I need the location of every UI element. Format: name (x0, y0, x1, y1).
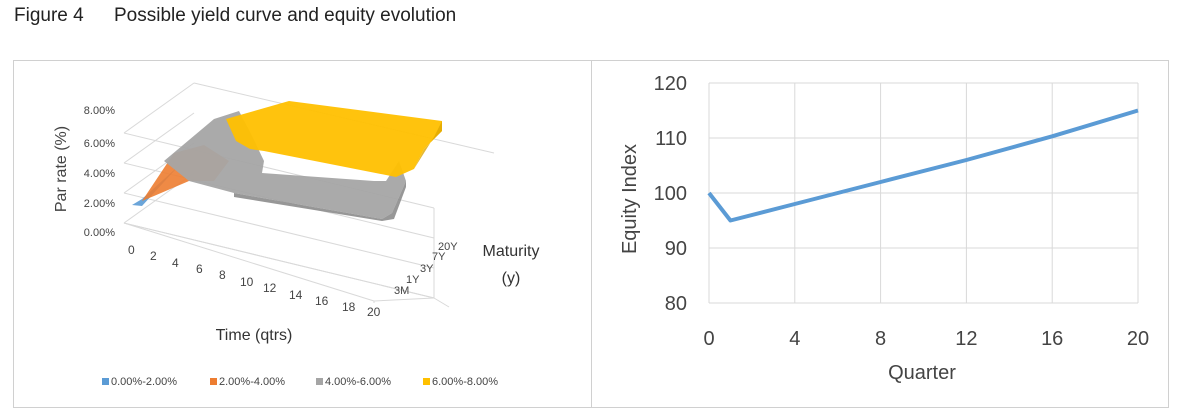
depth-axis-label-unit: (y) (502, 270, 521, 287)
y-tick-label: 80 (665, 293, 687, 315)
z-tick: 8.00% (84, 105, 115, 117)
x-tick: 20 (367, 305, 381, 319)
surface-chart-panel: 8.00% 6.00% 4.00% 2.00% 0.00% Par rate (… (13, 60, 592, 408)
figure-header: Figure 4 Possible yield curve and equity … (14, 5, 456, 27)
y-tick-label: 90 (665, 238, 687, 260)
surface-band-4-6 (164, 111, 406, 219)
y-tick-label: 110 (655, 128, 687, 150)
legend-label: 0.00%-2.00% (111, 376, 177, 388)
legend-label: 4.00%-6.00% (325, 376, 391, 388)
x-tick: 16 (315, 294, 329, 308)
x-tick: 2 (150, 249, 157, 263)
legend-label: 2.00%-4.00% (219, 376, 285, 388)
y-tick-label: 120 (654, 73, 687, 95)
x-axis-label: Time (qtrs) (216, 327, 293, 344)
legend-label: 6.00%-8.00% (432, 376, 498, 388)
equity-line-chart: 80 90 100 110 120 0 4 8 12 16 20 Equity Index Qua… (619, 73, 1149, 384)
legend-swatch-blue (102, 378, 109, 385)
surface-band-6-8 (226, 101, 442, 177)
figure-title: Possible yield curve and equity evolutio… (114, 5, 457, 26)
equity-y-ticks: 80 90 100 110 120 (654, 73, 687, 315)
x-tick-label: 16 (1041, 328, 1063, 350)
depth-tick: 3M (394, 285, 409, 297)
x-tick: 4 (172, 256, 179, 270)
z-tick: 0.00% (84, 227, 115, 239)
depth-axis-label: Maturity (483, 243, 540, 260)
equity-x-ticks: 0 4 8 12 16 20 (703, 328, 1149, 350)
surface-band-4-6-side (234, 181, 406, 221)
surface-band-6-8-edge (414, 121, 442, 169)
depth-tick: 7Y (432, 251, 446, 263)
depth-axis-ticks: 3M 1Y 3Y 7Y 20Y (394, 241, 458, 297)
x-tick-label: 20 (1127, 328, 1149, 350)
legend-swatch-yellow (423, 378, 430, 385)
legend-swatch-orange (210, 378, 217, 385)
z-tick: 4.00% (84, 168, 115, 180)
x-tick: 8 (219, 268, 226, 282)
equity-x-axis-label: Quarter (888, 362, 956, 384)
x-tick: 0 (128, 243, 135, 257)
equity-chart-panel: 80 90 100 110 120 0 4 8 12 16 20 Equity Index Qua… (591, 60, 1169, 408)
depth-tick: 1Y (406, 274, 420, 286)
x-tick-label: 8 (875, 328, 886, 350)
z-tick: 2.00% (84, 198, 115, 210)
x-tick-label: 4 (789, 328, 800, 350)
legend-swatch-gray (316, 378, 323, 385)
equity-series (707, 108, 1139, 223)
equity-gridlines (708, 82, 1139, 304)
surface-layers (132, 101, 442, 221)
z-axis-label: Par rate (%) (53, 126, 70, 212)
x-tick: 6 (196, 262, 203, 276)
x-tick: 10 (240, 275, 254, 289)
z-axis-ticks: 8.00% 6.00% 4.00% 2.00% 0.00% (84, 105, 115, 239)
x-tick-label: 12 (955, 328, 977, 350)
surface-legend: 0.00%-2.00% 2.00%-4.00% 4.00%-6.00% 6.00… (102, 376, 498, 388)
x-axis-ticks: 0 2 4 6 8 10 12 14 16 18 20 (128, 243, 381, 319)
x-tick: 12 (263, 281, 277, 295)
equity-series-line (707, 108, 1139, 223)
z-tick: 6.00% (84, 138, 115, 150)
figure-number: Figure 4 (14, 5, 84, 26)
depth-tick: 3Y (420, 263, 434, 275)
x-tick-label: 0 (703, 328, 714, 350)
surface-chart: 8.00% 6.00% 4.00% 2.00% 0.00% Par rate (… (53, 82, 540, 388)
y-tick-label: 100 (654, 183, 687, 205)
x-tick: 18 (342, 300, 356, 314)
x-tick: 14 (289, 288, 303, 302)
depth-tick: 20Y (438, 241, 458, 253)
equity-y-axis-label: Equity Index (619, 144, 641, 254)
